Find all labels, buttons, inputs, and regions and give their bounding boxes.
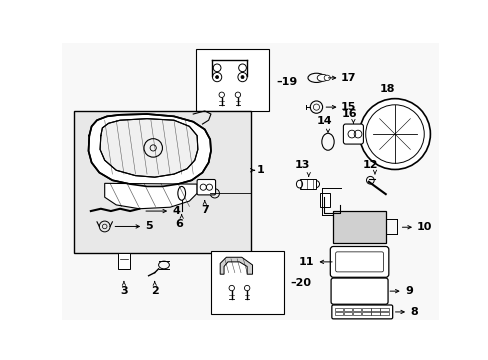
Bar bbox=[333, 211, 385, 243]
Ellipse shape bbox=[296, 180, 302, 188]
Polygon shape bbox=[100, 119, 198, 177]
Bar bbox=[362, 312, 370, 315]
Bar bbox=[370, 308, 379, 311]
Bar bbox=[195, 49, 268, 111]
Text: 16: 16 bbox=[341, 109, 357, 119]
FancyBboxPatch shape bbox=[330, 278, 387, 304]
Ellipse shape bbox=[324, 75, 329, 81]
Polygon shape bbox=[104, 183, 197, 209]
Text: 18: 18 bbox=[379, 84, 394, 94]
Bar bbox=[299, 180, 316, 189]
Text: 17: 17 bbox=[341, 73, 356, 83]
Bar bbox=[334, 308, 343, 311]
Polygon shape bbox=[220, 257, 252, 274]
Bar bbox=[210, 251, 284, 314]
Text: 7: 7 bbox=[201, 205, 208, 215]
FancyBboxPatch shape bbox=[343, 124, 363, 144]
FancyBboxPatch shape bbox=[329, 247, 388, 277]
Text: 14: 14 bbox=[316, 116, 331, 126]
FancyBboxPatch shape bbox=[197, 180, 215, 195]
Bar bbox=[362, 308, 370, 311]
Bar bbox=[74, 111, 250, 253]
Text: 4: 4 bbox=[172, 206, 180, 216]
Circle shape bbox=[241, 76, 244, 78]
Circle shape bbox=[215, 76, 218, 78]
Text: 3: 3 bbox=[120, 286, 127, 296]
Text: 8: 8 bbox=[409, 307, 417, 317]
Text: 10: 10 bbox=[416, 222, 431, 232]
Text: 2: 2 bbox=[151, 286, 158, 296]
FancyBboxPatch shape bbox=[331, 305, 392, 319]
Bar bbox=[352, 308, 361, 311]
Text: 13: 13 bbox=[294, 160, 310, 170]
Bar bbox=[370, 312, 379, 315]
Ellipse shape bbox=[317, 75, 327, 81]
Bar bbox=[320, 193, 329, 207]
Ellipse shape bbox=[310, 180, 319, 188]
Bar bbox=[344, 308, 352, 311]
Text: 5: 5 bbox=[145, 221, 153, 231]
FancyBboxPatch shape bbox=[335, 252, 383, 272]
Bar bbox=[334, 312, 343, 315]
Text: 11: 11 bbox=[298, 257, 313, 267]
Polygon shape bbox=[88, 114, 210, 186]
Bar bbox=[380, 308, 388, 311]
Text: 12: 12 bbox=[362, 160, 377, 170]
Text: 15: 15 bbox=[341, 102, 356, 112]
Text: 9: 9 bbox=[404, 286, 412, 296]
Bar bbox=[118, 253, 130, 269]
Text: –20: –20 bbox=[290, 278, 311, 288]
Circle shape bbox=[359, 99, 429, 170]
Bar bbox=[380, 312, 388, 315]
Text: 6: 6 bbox=[175, 219, 183, 229]
Text: –19: –19 bbox=[276, 77, 297, 87]
Bar bbox=[352, 312, 361, 315]
Bar bbox=[344, 312, 352, 315]
Text: 1: 1 bbox=[256, 165, 264, 175]
